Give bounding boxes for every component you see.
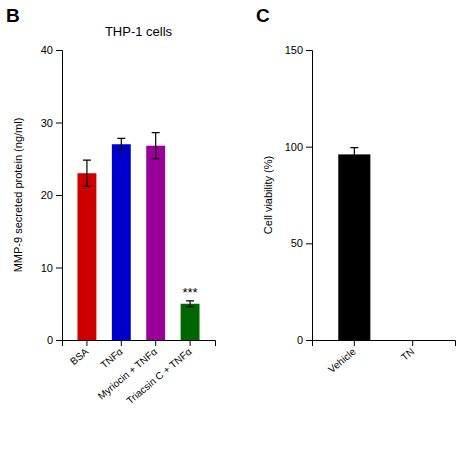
x-tick: Myriocin + TNFα — [96, 340, 160, 402]
y-tick-label: 150 — [285, 44, 303, 56]
y-tick: 150 — [285, 44, 312, 56]
error-bar — [83, 160, 91, 186]
title: THP-1 cells — [105, 24, 173, 39]
error-bar — [152, 133, 160, 159]
y-tick-label: 0 — [297, 334, 303, 346]
y-axis-title: Cell viability (%) — [262, 156, 274, 234]
y-tick-mark — [306, 340, 312, 341]
x-axis: BSA TNFαMyriocin + TNFαTriacsin C + TNFα — [63, 340, 216, 406]
y-tick-mark — [56, 340, 62, 341]
significance-marker: *** — [182, 285, 197, 300]
y-tick-mark — [56, 195, 62, 196]
x-tick-mark — [121, 340, 122, 346]
y-axis-line — [306, 51, 313, 341]
plot-area — [338, 148, 370, 340]
y-tick-mark — [56, 268, 62, 269]
bar — [112, 144, 131, 340]
x-tick-mark — [190, 340, 191, 346]
y-axis: 0 50 100 150 — [285, 44, 313, 346]
bar — [146, 146, 165, 340]
x-tick-mark — [354, 340, 355, 346]
y-tick-label: 50 — [291, 237, 303, 249]
y-tick-mark — [56, 50, 62, 51]
panel: 0 10 20 30 40 BSA TNFαMyriocin + TNFαTriacsin … — [6, 5, 216, 406]
x-tick: Vehicle — [326, 340, 358, 375]
plot-area — [77, 133, 199, 340]
y-tick-label: 10 — [41, 262, 53, 274]
bar — [181, 304, 200, 340]
x-tick-mark — [155, 340, 156, 346]
y-tick-mark — [306, 50, 312, 51]
y-tick-label: 0 — [47, 334, 53, 346]
chart: 0 10 20 30 40 BSA TNFαMyriocin + TNFαTriacsin … — [0, 0, 474, 474]
x-tick: TN — [399, 340, 416, 363]
x-axis: Vehicle TN — [313, 340, 456, 375]
y-tick: 50 — [291, 237, 312, 249]
error-bar — [117, 138, 125, 150]
y-tick: 0 — [297, 334, 312, 346]
x-tick: TNFα — [98, 340, 125, 370]
panel: 0 50 100 150 Vehicle TN Cell viability (%) C — [256, 5, 456, 375]
error-bar — [186, 301, 194, 307]
y-tick-label: 100 — [285, 141, 303, 153]
error-bar — [350, 148, 358, 162]
y-tick: 20 — [41, 189, 62, 201]
y-axis: 0 10 20 30 40 — [41, 44, 63, 346]
x-axis-line — [63, 341, 216, 347]
x-tick-label: TNFα — [98, 346, 125, 371]
y-tick-label: 30 — [41, 117, 53, 129]
y-tick-mark — [306, 147, 312, 148]
y-tick: 30 — [41, 117, 62, 129]
bar — [338, 154, 370, 340]
x-tick-label: Myriocin + TNFα — [96, 346, 160, 402]
x-tick-label: TN — [399, 346, 416, 363]
y-tick: 40 — [41, 44, 62, 56]
y-tick: 10 — [41, 262, 62, 274]
y-tick: 100 — [285, 141, 312, 153]
x-tick-label: Triacsin C + TNFα — [124, 346, 193, 407]
x-tick-mark — [412, 340, 413, 346]
y-tick-label: 40 — [41, 44, 53, 56]
y-axis-line — [56, 51, 63, 341]
x-tick: Triacsin C + TNFα — [124, 340, 193, 406]
x-axis-line — [313, 341, 456, 347]
y-axis-title: MMP-9 secreted protein (ng/ml) — [12, 118, 24, 273]
y-tick-mark — [56, 123, 62, 124]
y-tick: 0 — [47, 334, 62, 346]
panel-label: B — [6, 5, 20, 26]
x-tick-mark — [86, 340, 87, 346]
x-tick-label: BSA — [68, 346, 91, 368]
y-tick-mark — [306, 243, 312, 244]
y-tick-label: 20 — [41, 189, 53, 201]
x-tick: BSA — [68, 340, 91, 367]
bar — [77, 173, 96, 340]
panel-label: C — [256, 5, 270, 26]
x-tick-label: Vehicle — [326, 346, 358, 375]
